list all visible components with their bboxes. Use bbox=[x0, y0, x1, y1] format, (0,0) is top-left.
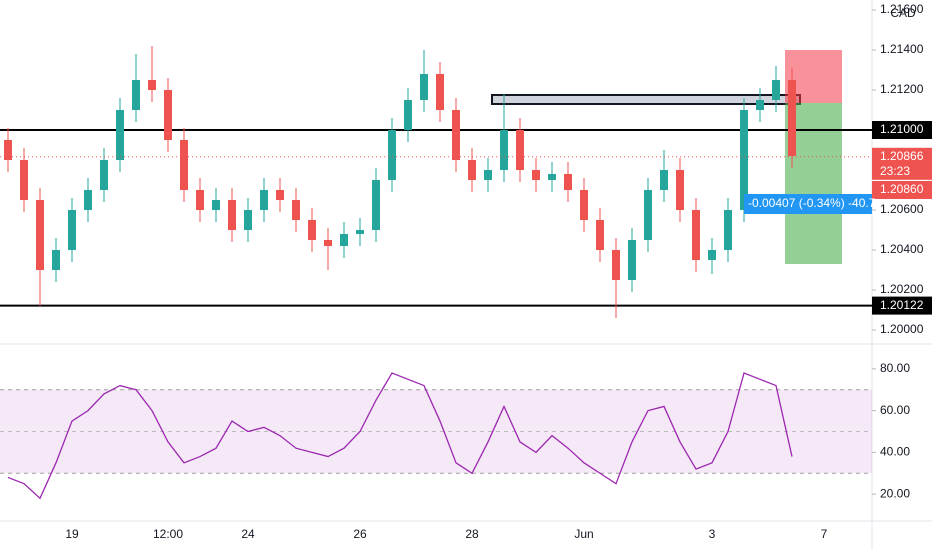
candle-body bbox=[596, 220, 604, 250]
candle-body bbox=[452, 110, 460, 160]
candle-body bbox=[500, 130, 508, 170]
position-label: -0.00407 (-0.34%) -40.7 bbox=[748, 196, 876, 210]
price-tick-label: 1.20200 bbox=[880, 282, 924, 296]
price-tick-label: 1.20000 bbox=[880, 322, 924, 336]
candle-body bbox=[644, 190, 652, 240]
candle-body bbox=[116, 110, 124, 160]
candle-body bbox=[84, 190, 92, 210]
level-label: 1.21000 bbox=[880, 122, 924, 136]
currency-label: CAD bbox=[890, 6, 916, 20]
time-label: 3 bbox=[709, 527, 716, 541]
candle-body bbox=[196, 190, 204, 210]
candle-body bbox=[772, 80, 780, 100]
price-tick-label: 1.21600 bbox=[880, 2, 924, 16]
candle-body bbox=[660, 170, 668, 190]
candle-body bbox=[340, 234, 348, 246]
candle-body bbox=[580, 190, 588, 220]
candle-body bbox=[244, 210, 252, 230]
resistance-zone bbox=[491, 94, 801, 105]
level-label-box bbox=[872, 296, 932, 315]
candle-body bbox=[436, 74, 444, 110]
candle-body bbox=[180, 140, 188, 190]
candle-body bbox=[292, 200, 300, 220]
candle-body bbox=[68, 210, 76, 250]
candle-body bbox=[372, 180, 380, 230]
rsi-tick-label: 80.00 bbox=[880, 361, 910, 375]
candle-body bbox=[212, 200, 220, 210]
bid-price-label: 1.20860 bbox=[880, 182, 924, 196]
candle-body bbox=[132, 80, 140, 110]
rsi-tick-label: 40.00 bbox=[880, 445, 910, 459]
time-label: 12:00 bbox=[153, 527, 183, 541]
candle-body bbox=[100, 160, 108, 190]
price-tick-label: 1.21400 bbox=[880, 42, 924, 56]
candle-body bbox=[532, 170, 540, 180]
level-label: 1.20122 bbox=[880, 298, 924, 312]
candle-body bbox=[148, 80, 156, 90]
candle-body bbox=[628, 240, 636, 280]
candle-body bbox=[20, 160, 28, 200]
candle-body bbox=[260, 190, 268, 210]
bid-price-box bbox=[872, 181, 932, 199]
current-price-label: 1.20866 bbox=[880, 149, 924, 163]
rsi-tick-label: 60.00 bbox=[880, 403, 910, 417]
countdown-label: 23:23 bbox=[880, 164, 910, 178]
candle-body bbox=[692, 210, 700, 260]
time-label: 19 bbox=[65, 527, 79, 541]
time-label: Jun bbox=[574, 527, 593, 541]
level-label-box bbox=[872, 121, 932, 139]
price-tick-label: 1.20400 bbox=[880, 242, 924, 256]
candle-body bbox=[724, 210, 732, 250]
candle-body bbox=[308, 220, 316, 240]
candle-body bbox=[164, 90, 172, 140]
candle-body bbox=[564, 174, 572, 190]
candle-body bbox=[788, 80, 796, 156]
candle-body bbox=[420, 74, 428, 100]
candle-body bbox=[388, 130, 396, 180]
candle-body bbox=[228, 200, 236, 230]
candle-body bbox=[356, 230, 364, 234]
rsi-tick-label: 20.00 bbox=[880, 486, 910, 500]
candle-body bbox=[52, 250, 60, 270]
rsi-line bbox=[7, 372, 793, 500]
current-price-box bbox=[872, 147, 932, 180]
time-label: 24 bbox=[241, 527, 255, 541]
candle-body bbox=[676, 170, 684, 210]
candle-body bbox=[468, 160, 476, 180]
candle-body bbox=[404, 100, 412, 130]
position-label-box bbox=[744, 194, 872, 214]
candle-body bbox=[708, 250, 716, 260]
candle-body bbox=[756, 100, 764, 110]
candle-body bbox=[276, 190, 284, 200]
candle-body bbox=[548, 174, 556, 180]
time-label: 7 bbox=[821, 527, 828, 541]
time-label: 28 bbox=[465, 527, 479, 541]
price-tick-label: 1.20600 bbox=[880, 202, 924, 216]
candle-body bbox=[740, 110, 748, 210]
candle-body bbox=[36, 200, 44, 270]
candle-body bbox=[4, 140, 12, 160]
candle-body bbox=[324, 240, 332, 246]
time-label: 26 bbox=[353, 527, 367, 541]
candle-body bbox=[516, 130, 524, 170]
candle-body bbox=[484, 170, 492, 180]
price-tick-label: 1.21200 bbox=[880, 82, 924, 96]
candle-body bbox=[612, 250, 620, 280]
